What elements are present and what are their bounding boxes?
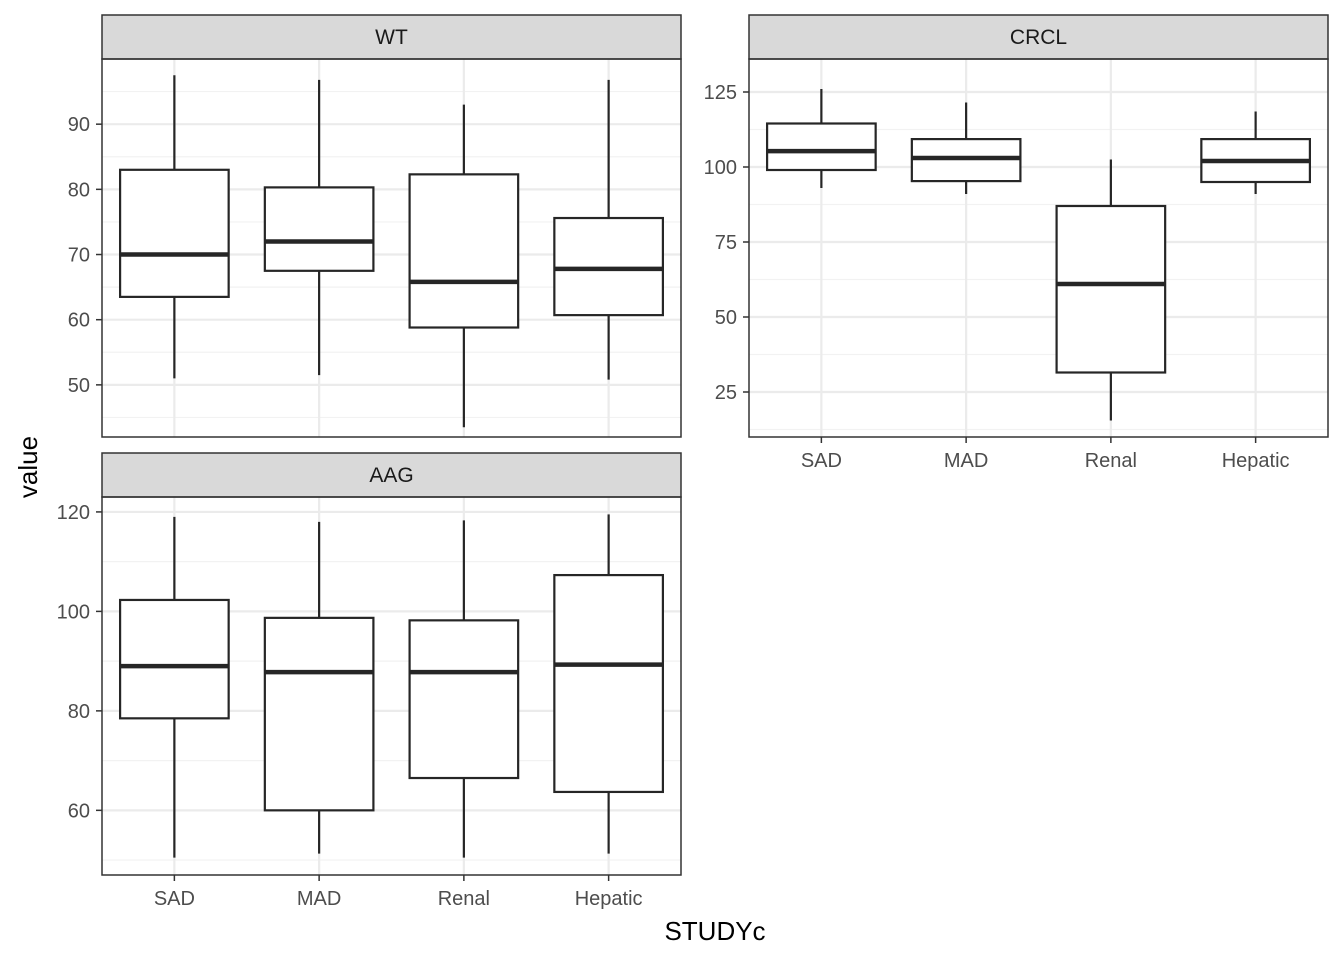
panel-aag: AAG 60 80 100 120 SAD MAD Renal Hepatic <box>57 452 682 910</box>
panel-background <box>749 59 1328 437</box>
y-tick-label: 50 <box>715 307 737 329</box>
box-hepatic <box>553 514 665 854</box>
y-tick-label: 75 <box>715 232 737 254</box>
y-tick-label: 25 <box>715 382 737 404</box>
y-tick-label: 60 <box>68 310 90 332</box>
box-iqr <box>408 619 520 780</box>
box-sad <box>765 89 877 188</box>
box-sad <box>118 75 230 379</box>
panel-border <box>101 496 682 876</box>
facet-strip <box>101 14 682 60</box>
x-tick-label: MAD <box>944 450 988 472</box>
y-axis-title: value <box>13 436 43 498</box>
x-tick-label: Hepatic <box>1222 450 1290 472</box>
facet-strip-label: CRCL <box>1010 26 1067 49</box>
y-tick-label: 120 <box>57 502 90 524</box>
box-iqr <box>118 168 230 298</box>
box-mad <box>263 79 375 376</box>
y-tick-label: 50 <box>68 375 90 397</box>
box-iqr <box>1055 204 1167 374</box>
panel-border <box>748 58 1329 438</box>
box-hepatic <box>553 79 665 380</box>
box-iqr <box>408 173 520 329</box>
y-tick-label: 60 <box>68 800 90 822</box>
x-tick-label: Renal <box>438 888 490 910</box>
y-tick-label: 80 <box>68 179 90 201</box>
panel-border <box>101 58 682 438</box>
x-tick-label: Renal <box>1085 450 1137 472</box>
y-tick-label: 90 <box>68 114 90 136</box>
facet-strip-label: AAG <box>369 464 413 487</box>
x-tick-label: MAD <box>297 888 341 910</box>
box-mad <box>263 521 375 854</box>
y-tick-label: 70 <box>68 245 90 267</box>
box-iqr <box>263 616 375 812</box>
box-mad <box>910 102 1022 194</box>
panels-layer: WT 50 60 70 80 90 CRCL 25 50 75 100 125 SAD MAD Renal H… <box>57 14 1329 910</box>
x-tick-label: SAD <box>801 450 842 472</box>
box-iqr <box>118 598 230 720</box>
x-tick-label: SAD <box>154 888 195 910</box>
box-hepatic <box>1200 111 1312 194</box>
y-tick-label: 80 <box>68 701 90 723</box>
box-iqr <box>263 186 375 272</box>
facet-strip-label: WT <box>375 26 408 49</box>
y-tick-label: 125 <box>704 82 737 104</box>
box-renal <box>408 520 520 858</box>
panel-wt: WT 50 60 70 80 90 <box>68 14 682 438</box>
box-renal <box>1055 159 1167 421</box>
panel-crcl: CRCL 25 50 75 100 125 SAD MAD Renal Hepatic <box>704 14 1329 472</box>
box-sad <box>118 516 230 858</box>
y-tick-label: 100 <box>57 601 90 623</box>
facet-strip <box>101 452 682 498</box>
y-tick-label: 100 <box>704 157 737 179</box>
box-iqr <box>553 573 665 794</box>
x-tick-label: Hepatic <box>575 888 643 910</box>
box-renal <box>408 104 520 428</box>
facet-strip <box>748 14 1329 60</box>
x-axis-title: STUDYc <box>664 916 765 946</box>
box-iqr <box>765 122 877 172</box>
box-iqr <box>553 216 665 317</box>
